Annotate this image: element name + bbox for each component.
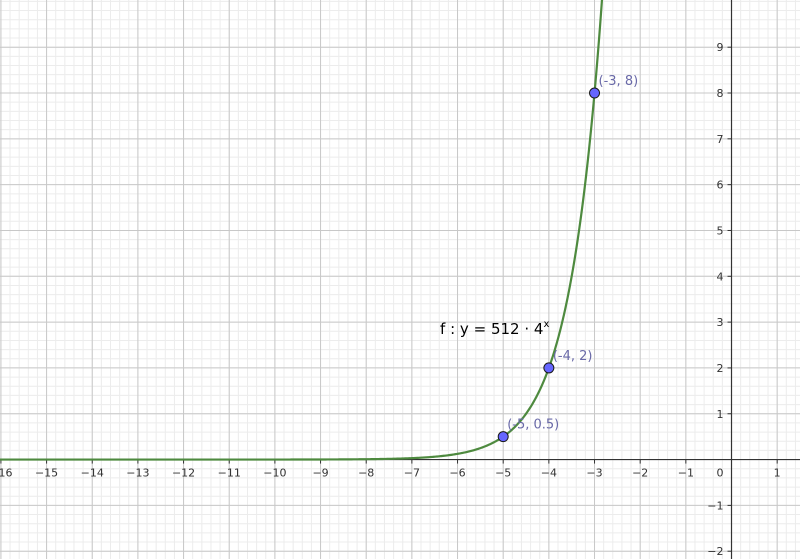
y-tick-label: 1 [717,408,724,421]
function-label-part: : [450,320,455,338]
y-tick-label: 4 [717,270,724,283]
function-curve [0,0,604,461]
x-tick-label: −15 [35,467,58,480]
x-tick-label: −2 [632,467,648,480]
y-tick-label: 9 [717,41,724,54]
x-tick-label: −10 [263,467,286,480]
y-tick-label: 3 [717,316,724,329]
x-tick-label: −14 [81,467,104,480]
x-tick-label: −1 [678,467,694,480]
x-tick-label: −4 [541,467,557,480]
function-label: f : y = 512 · 4x [440,319,549,338]
x-tick-label: 1 [774,467,781,480]
y-tick-label: 2 [717,362,724,375]
x-tick-label: −13 [126,467,149,480]
function-label-part: f [440,320,446,338]
x-tick-label: −7 [404,467,420,480]
point [497,431,509,443]
point-label: (-5, 0.5) [507,418,559,433]
x-tick-label: −12 [172,467,195,480]
function-label-part: = [474,320,487,338]
y-tick-label: 7 [717,133,724,146]
y-tick-label: −2 [707,545,723,558]
function-label-part: y [460,320,469,338]
x-tick-label: −6 [449,467,465,480]
y-tick-label: −1 [707,499,723,512]
x-tick-label: 0 [717,467,724,480]
function-label-part: 512 [491,320,520,338]
y-tick-label: 6 [717,179,724,192]
function-label-part: · [524,320,529,338]
x-tick-label: −3 [586,467,602,480]
point-label: (-3, 8) [599,74,639,89]
x-tick-label: −5 [495,467,511,480]
function-label-exponent: x [543,319,549,330]
y-tick-label: 8 [717,87,724,100]
point [589,87,601,99]
x-tick-label: −16 [0,467,13,480]
x-tick-label: −9 [312,467,328,480]
function-label-part: 4 [534,320,544,338]
x-tick-label: −11 [218,467,241,480]
point [543,362,555,374]
point-label: (-4, 2) [553,349,593,364]
x-tick-label: −8 [358,467,374,480]
y-tick-label: 5 [717,224,724,237]
